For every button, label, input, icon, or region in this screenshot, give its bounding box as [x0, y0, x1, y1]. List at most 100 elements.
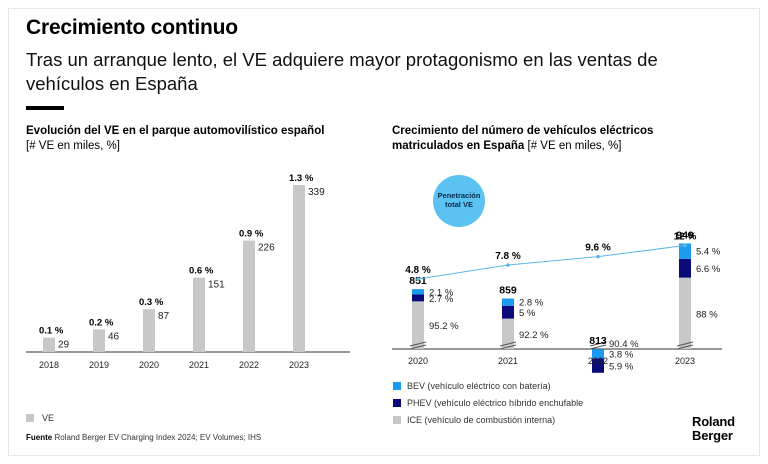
right-panel-unit: [# VE en miles, %] — [527, 140, 622, 152]
ve-legend-label: VE — [42, 413, 55, 423]
bar-2022 — [243, 240, 255, 352]
bar-value-2021: 151 — [208, 280, 225, 291]
phev-label-2020: 2.7 % — [429, 294, 454, 305]
phev-legend-label: PHEV (vehículo eléctrico híbrido enchufa… — [407, 398, 584, 408]
axis-break-a-2021 — [499, 341, 517, 347]
x-tick-2019: 2019 — [89, 360, 109, 370]
x-tick-2018: 2018 — [39, 360, 59, 370]
bev-legend-label: BEV (vehículo eléctrico con batería) — [407, 381, 551, 391]
penetration-label-2023: 12 % — [674, 232, 697, 243]
bev-label-2020: 2.1 % — [429, 287, 454, 298]
roland-berger-logo: Roland Berger — [692, 415, 735, 443]
penetration-point-2022 — [596, 254, 600, 259]
bev-label-2021: 2.8 % — [519, 298, 544, 309]
axis-break-a-2020 — [409, 341, 427, 347]
phev-label-2022: 5.9 % — [609, 362, 634, 373]
bar-2020 — [143, 309, 155, 352]
phev-segment-2023 — [679, 258, 691, 278]
footer-source: Fuente Roland Berger EV Charging Index 2… — [26, 433, 261, 442]
right-x-tick-2021: 2021 — [498, 356, 518, 366]
phev-label-2023: 6.6 % — [696, 264, 721, 275]
legend-phev: PHEV (vehículo eléctrico híbrido enchufa… — [393, 398, 583, 408]
total-label-2022: 813 — [589, 335, 607, 347]
bar-value-2023: 339 — [308, 187, 325, 198]
ice-label-2023: 88 % — [696, 309, 718, 320]
bar-value-2022: 226 — [258, 243, 275, 254]
bev-swatch — [393, 382, 401, 390]
footer-source-label: Fuente — [26, 433, 53, 442]
ice-segment-2021 — [502, 318, 514, 349]
axis-break-a-2023 — [676, 341, 694, 347]
left-legend: VE — [26, 413, 54, 423]
phev-segment-2020 — [412, 294, 424, 302]
penetration-line — [417, 245, 686, 280]
title-rule — [26, 106, 64, 110]
logo-line-2: Berger — [692, 428, 733, 443]
right-panel-title-text: Crecimiento del número de vehículos eléc… — [392, 125, 654, 152]
bar-2019 — [93, 329, 105, 352]
ice-swatch — [393, 416, 401, 424]
penetration-point-2023 — [683, 243, 687, 248]
legend-bev: BEV (vehículo eléctrico con batería) — [393, 381, 551, 391]
right-x-tick-2022: 2022 — [588, 356, 608, 366]
penetration-label-2020: 4.8 % — [405, 265, 431, 276]
share-label-2020: 0.3 % — [139, 297, 164, 308]
share-label-2018: 0.1 % — [39, 326, 64, 337]
axis-break-b-2020 — [409, 344, 427, 350]
footer-source-text: Roland Berger EV Charging Index 2024; EV… — [54, 433, 262, 442]
bev-label-2022: 3.8 % — [609, 349, 634, 360]
x-tick-2023: 2023 — [289, 360, 309, 370]
axis-break-b-2022 — [589, 344, 607, 350]
phev-label-2021: 5 % — [519, 308, 536, 319]
share-label-2022: 0.9 % — [239, 229, 264, 240]
logo-line-1: Roland — [692, 414, 735, 429]
ice-label-2020: 95.2 % — [429, 321, 459, 332]
legend-ice: ICE (vehículo de combustión interna) — [393, 415, 555, 425]
penetration-point-2021 — [506, 263, 510, 267]
x-tick-2021: 2021 — [189, 360, 209, 370]
bar-2021 — [193, 277, 205, 352]
left-panel-unit: [# VE en miles, %] — [26, 140, 120, 152]
page-subtitle: Tras un arranque lento, el VE adquiere m… — [26, 49, 658, 94]
ice-label-2021: 92.2 % — [519, 330, 549, 341]
bev-segment-2023 — [679, 243, 691, 259]
bar-2023 — [293, 185, 305, 352]
right-panel-title: Crecimiento del número de vehículos eléc… — [392, 124, 722, 154]
left-panel-title-text: Evolución del VE en el parque automovilí… — [26, 125, 325, 137]
bev-segment-2022 — [592, 349, 604, 359]
bar-value-2019: 46 — [108, 331, 120, 342]
phev-swatch — [393, 399, 401, 407]
ice-segment-2023 — [679, 277, 691, 349]
phev-segment-2021 — [502, 305, 514, 319]
x-tick-2022: 2022 — [239, 360, 259, 370]
bar-2018 — [43, 337, 55, 352]
chart-card — [8, 8, 760, 456]
left-panel-title: Evolución del VE en el parque automovilí… — [26, 124, 371, 154]
ice-label-2022: 90.4 % — [609, 339, 639, 350]
total-label-2020: 851 — [409, 275, 427, 287]
x-tick-2020: 2020 — [139, 360, 159, 370]
axis-break-b-2021 — [499, 344, 517, 350]
penetration-label-2021: 7.8 % — [495, 251, 521, 262]
share-label-2023: 1.3 % — [289, 173, 314, 184]
phev-segment-2022 — [592, 358, 604, 373]
axis-break-a-2022 — [589, 341, 607, 347]
bar-value-2018: 29 — [58, 340, 70, 351]
bar-value-2020: 87 — [158, 311, 170, 322]
right-x-tick-2023: 2023 — [675, 356, 695, 366]
axis-break-b-2023 — [676, 344, 694, 350]
bubble-label-line-1: Penetración — [438, 191, 481, 200]
penetration-point-2020 — [416, 277, 420, 281]
right-x-tick-2020: 2020 — [408, 356, 428, 366]
bev-label-2023: 5.4 % — [696, 247, 721, 258]
page-title: Crecimiento continuo — [26, 16, 238, 39]
bubble-label-line-2: total VE — [445, 200, 473, 209]
penetration-label-2022: 9.6 % — [585, 243, 611, 254]
ice-segment-2020 — [412, 301, 424, 349]
total-label-2021: 859 — [499, 285, 517, 297]
ve-swatch — [26, 414, 34, 422]
penetration-bubble — [433, 175, 485, 227]
total-label-2023: 949 — [676, 229, 694, 241]
ice-legend-label: ICE (vehículo de combustión interna) — [407, 415, 556, 425]
share-label-2019: 0.2 % — [89, 317, 114, 328]
